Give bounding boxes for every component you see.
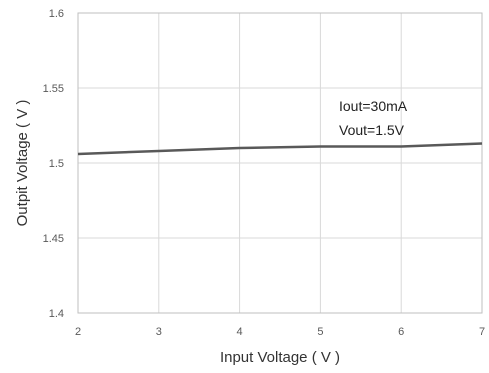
x-tick-label: 2 xyxy=(75,326,81,338)
x-tick-label: 4 xyxy=(237,326,243,338)
x-tick-label: 7 xyxy=(479,326,485,338)
y-tick-label: 1.4 xyxy=(49,308,64,320)
x-tick-label: 6 xyxy=(398,326,404,338)
annotation-iout: Iout=30mA xyxy=(339,98,408,114)
y-tick-labels: 1.4 1.45 1.5 1.55 1.6 xyxy=(43,8,64,320)
series-group xyxy=(77,142,483,156)
y-tick-label: 1.45 xyxy=(43,233,64,245)
series-line xyxy=(77,142,483,156)
annotation-vout: Vout=1.5V xyxy=(339,122,405,138)
y-tick-label: 1.5 xyxy=(49,158,64,170)
x-tick-label: 3 xyxy=(156,326,162,338)
x-tick-labels: 2 3 4 5 6 7 xyxy=(75,326,485,338)
x-axis-title: Input Voltage ( V ) xyxy=(220,349,340,366)
plot-area-frame xyxy=(77,12,483,314)
y-gridlines xyxy=(78,12,482,314)
x-tick-label: 5 xyxy=(317,326,323,338)
y-axis-title: Outpit Voltage ( V ) xyxy=(14,100,31,227)
y-tick-label: 1.6 xyxy=(49,8,64,20)
y-tick-label: 1.55 xyxy=(43,83,64,95)
